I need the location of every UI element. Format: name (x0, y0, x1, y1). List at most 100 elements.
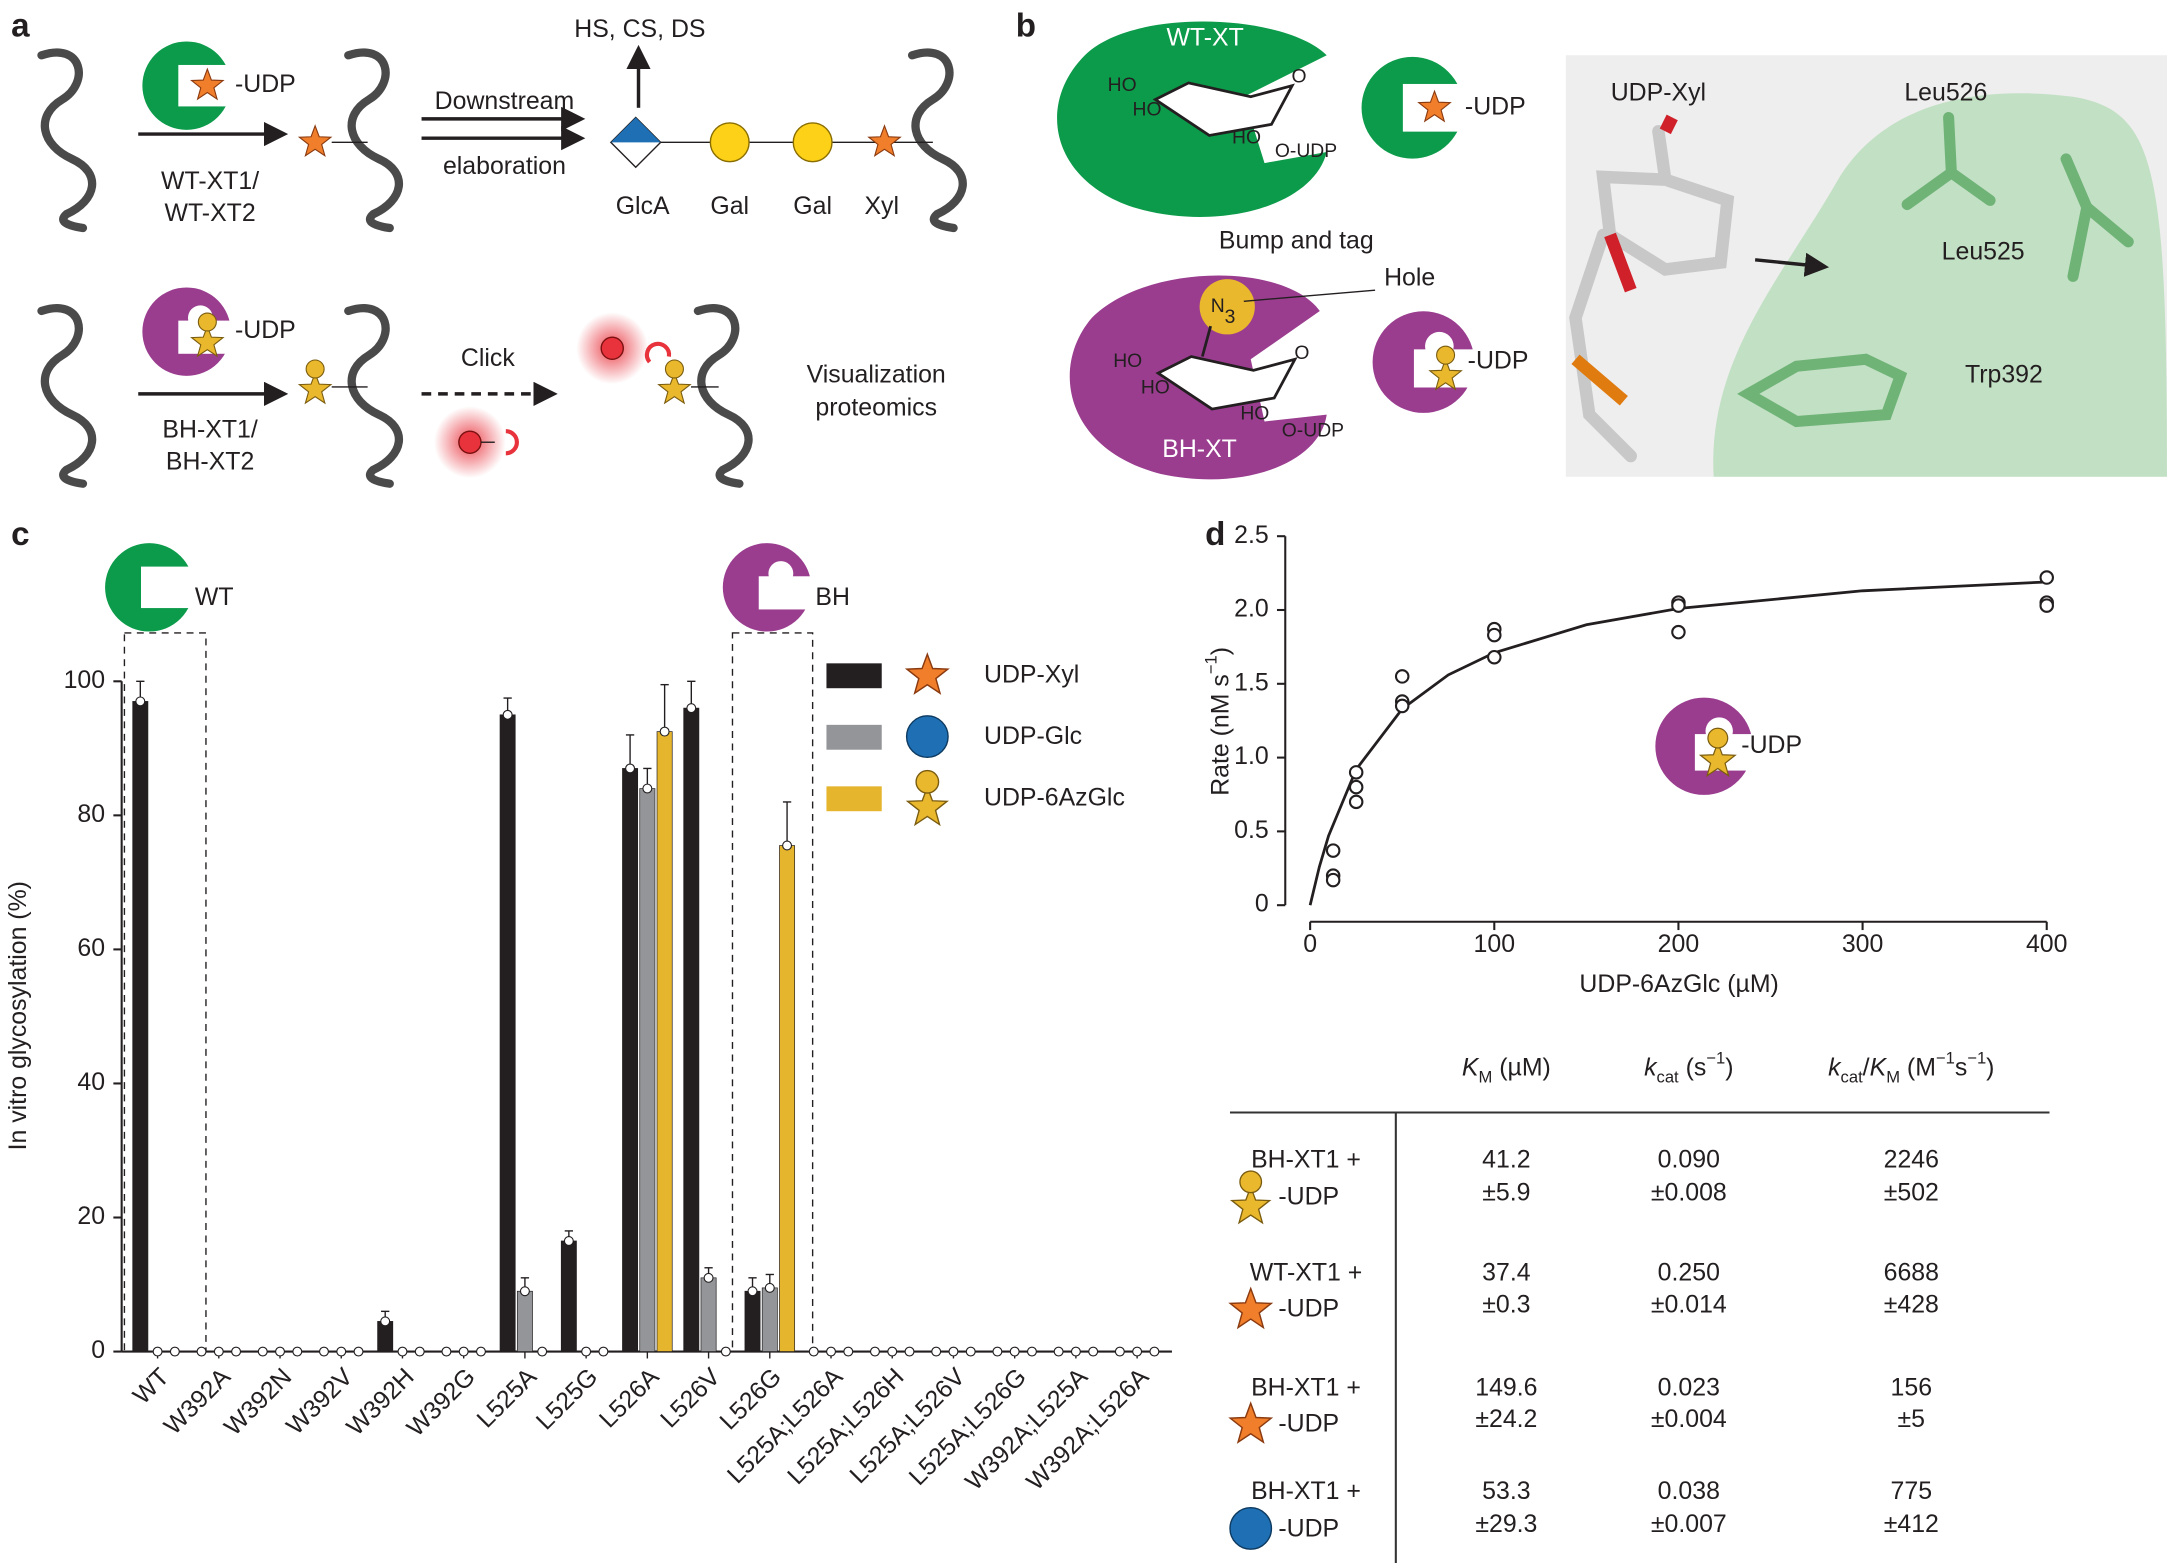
ligand-label: UDP-Xyl (1611, 79, 1706, 107)
bar-point (380, 1316, 391, 1327)
bar-point (887, 1346, 898, 1357)
atom-label: HO (1133, 99, 1162, 121)
cell-value: 2246 (1884, 1145, 1939, 1173)
y-tick-label: 60 (77, 934, 105, 962)
atom-label: HO (1141, 376, 1170, 398)
x-tick-label: 0 (1303, 930, 1317, 958)
bar-point (152, 1346, 163, 1357)
step-label: elaboration (443, 152, 566, 180)
enzyme-label: WT-XT1/ (161, 167, 259, 195)
bar-point (213, 1346, 224, 1357)
y-tick-label: 40 (77, 1068, 105, 1096)
bar-point (782, 840, 793, 851)
cell-value: 149.6 (1475, 1373, 1537, 1401)
bar-point (318, 1346, 329, 1357)
sugar-label: Gal (710, 192, 749, 220)
bar-point (353, 1346, 364, 1357)
atom-label: HO (1113, 350, 1142, 372)
text-part: −1 (1936, 1048, 1955, 1067)
bar (622, 768, 639, 1352)
enzyme-label: BH-XT1 + (1251, 1145, 1361, 1173)
text-part: k (1644, 1053, 1658, 1081)
panel-a: a -UDP WT-XT1/ WT-XT2 Downstream elabora… (11, 7, 967, 488)
data-point (2039, 598, 2054, 613)
cofactor: -UDP (1465, 92, 1526, 120)
text-part: K (1870, 1053, 1888, 1081)
bar (499, 714, 516, 1352)
bar-point (659, 726, 670, 737)
x-tick-label: L526A (594, 1362, 665, 1433)
cell-error: ±0.004 (1651, 1405, 1727, 1433)
azide-n: N (1211, 295, 1225, 317)
step-label: Click (461, 344, 515, 372)
step-label: Downstream (435, 87, 575, 115)
cell-error: ±5.9 (1482, 1179, 1530, 1207)
bump (1199, 279, 1255, 335)
bar-point (563, 1235, 574, 1246)
cell-value: 37.4 (1482, 1259, 1531, 1287)
y-tick-label: 0 (1255, 890, 1269, 918)
bar-point (764, 1282, 775, 1293)
data-point (1325, 872, 1341, 888)
column-header: kcat (s−1) (1644, 1048, 1733, 1086)
panel-c-decor: c WT BH (11, 516, 949, 1353)
legend-swatch (826, 663, 882, 689)
cell-error: ±29.3 (1475, 1510, 1537, 1538)
annotation: Bump and tag (1219, 226, 1374, 254)
y-tick-label: 2.0 (1234, 595, 1269, 623)
data-point (1325, 843, 1341, 858)
bar-point (292, 1346, 303, 1357)
outcome-label: proteomics (815, 394, 937, 422)
cell-value: 6688 (1884, 1259, 1939, 1287)
panel-d-decor: d -UDP (1205, 516, 1802, 795)
text-part: M (1479, 1067, 1493, 1086)
y-tick-label: 1.0 (1234, 742, 1269, 770)
annotation: BH (815, 583, 850, 611)
outcome-label: Visualization (807, 360, 946, 388)
bar (560, 1240, 577, 1352)
panel-label: b (1016, 7, 1036, 44)
y-axis-label: In vitro glycosylation (%) (4, 881, 32, 1150)
cofactor: -UDP (235, 316, 296, 344)
sugar-label: GlcA (616, 192, 670, 220)
bar (744, 1290, 761, 1352)
cell-error: ±24.2 (1475, 1405, 1537, 1433)
atom-label: HO (1108, 74, 1137, 96)
substrate-label: -UDP (1278, 1409, 1339, 1437)
bar-point (1026, 1346, 1037, 1357)
bar (700, 1277, 717, 1352)
data-point (1394, 669, 1410, 684)
text-part: K (1462, 1053, 1480, 1081)
bar-point (808, 1346, 819, 1357)
bar-point (703, 1272, 714, 1283)
x-tick-label: 400 (2026, 930, 2067, 958)
data-point (1348, 794, 1364, 810)
y-tick-label: 0 (91, 1336, 105, 1364)
cell-value: 0.250 (1658, 1259, 1720, 1287)
cell-error: ±0.007 (1651, 1510, 1727, 1538)
enzyme-label: BH-XT1/ (162, 416, 257, 444)
azide: N3 (1211, 295, 1236, 328)
bar (639, 788, 656, 1352)
x-tick-label: 100 (1474, 930, 1515, 958)
cell-value: 41.2 (1482, 1145, 1530, 1173)
cell-error: ±0.008 (1651, 1179, 1727, 1207)
top-route: -UDP WT-XT1/ WT-XT2 Downstream elaborati… (138, 15, 933, 227)
text-part: (µM) (1492, 1053, 1551, 1081)
bar-point (931, 1346, 942, 1357)
bar (132, 701, 149, 1352)
bar-point (458, 1346, 469, 1357)
bar-point (414, 1346, 425, 1357)
data-point (1348, 779, 1364, 795)
products: HS, CS, DS (574, 15, 705, 43)
cell-error: ±0.014 (1651, 1291, 1727, 1319)
bar (516, 1290, 533, 1352)
bar-point (475, 1346, 486, 1357)
data-point (1671, 624, 1686, 640)
residue-label: Trp392 (1965, 360, 2043, 388)
bar-point (625, 763, 636, 774)
kinetics-table (1229, 1111, 2050, 1563)
text-part: cat (1657, 1067, 1680, 1086)
bar-point (1070, 1346, 1081, 1357)
bar-point (948, 1346, 959, 1357)
